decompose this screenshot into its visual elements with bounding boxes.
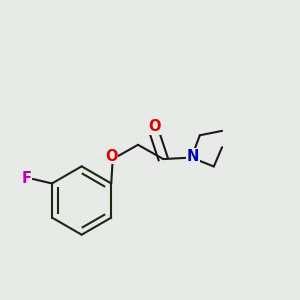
Text: N: N bbox=[187, 148, 199, 164]
Text: O: O bbox=[148, 119, 160, 134]
Text: O: O bbox=[105, 148, 118, 164]
Text: F: F bbox=[21, 171, 31, 186]
